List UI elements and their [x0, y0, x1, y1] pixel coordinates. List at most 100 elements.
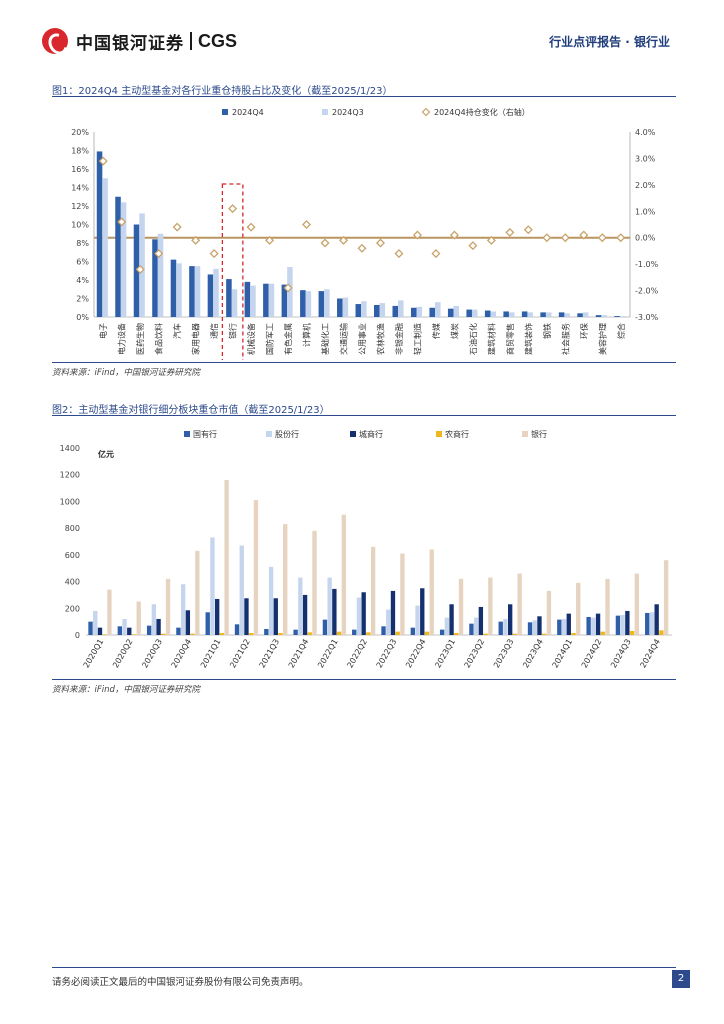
legend-label: 城商行 — [359, 429, 383, 439]
y-tick-label: 800 — [65, 524, 80, 533]
bar-2024q3 — [213, 268, 219, 317]
bar-rural — [629, 630, 635, 635]
quarter-label: 2022Q3 — [375, 638, 399, 670]
change-marker — [209, 249, 219, 259]
y-tick-label: 200 — [65, 604, 80, 613]
category-label: 家用电器 — [191, 323, 201, 355]
bar-2024q4 — [133, 224, 140, 317]
bar-city — [654, 604, 659, 635]
bar-rural — [278, 632, 283, 635]
figure1-bottom-rule — [52, 362, 676, 363]
change-marker — [394, 249, 404, 259]
bar-state — [176, 627, 181, 635]
bar-city — [420, 588, 425, 635]
bar-rural — [395, 631, 400, 635]
bar-joint — [532, 620, 537, 635]
bar-2024q3 — [231, 289, 238, 317]
quarter-label: 2021Q4 — [287, 638, 311, 670]
bar-city — [156, 618, 161, 635]
bar-joint — [386, 609, 391, 635]
bar-2024q3 — [120, 202, 127, 317]
y-axis-unit: 亿元 — [98, 449, 114, 459]
legend-label: 银行 — [531, 429, 547, 439]
bar-2024q4 — [226, 279, 232, 317]
bar-2024q3 — [398, 300, 404, 317]
right-tick-label: 4.0% — [635, 128, 656, 137]
bar-city — [449, 604, 454, 635]
y-tick-label: 600 — [65, 551, 80, 560]
bar-state — [557, 619, 562, 635]
bar-2024q3 — [361, 301, 367, 317]
category-label: 有色金属 — [283, 323, 293, 355]
bar-state — [469, 623, 474, 635]
category-label: 石油石化 — [468, 323, 478, 355]
bar-joint — [444, 617, 450, 635]
bar-joint — [93, 610, 98, 635]
category-label: 医药生物 — [135, 323, 145, 355]
bar-2024q4 — [558, 312, 565, 317]
bar-2024q3 — [471, 309, 478, 317]
bar-2024q4 — [300, 290, 306, 317]
category-label: 环保 — [579, 323, 589, 339]
bar-2024q4 — [337, 298, 343, 317]
brand-logo-icon — [42, 28, 68, 54]
footer-disclaimer: 请务必阅读正文最后的中国银河证券股份有限公司免责声明。 — [52, 977, 309, 988]
legend-label-2024q3: 2024Q3 — [332, 108, 364, 117]
bar-2024q3 — [102, 178, 108, 317]
category-label: 电力设备 — [117, 323, 127, 355]
bar-joint — [415, 605, 420, 635]
bar-state — [439, 629, 445, 635]
y-tick-label: 1000 — [60, 497, 80, 506]
left-tick-label: 20% — [71, 128, 89, 137]
bar-rural — [424, 631, 430, 635]
change-marker — [302, 219, 312, 230]
bar-rural — [102, 634, 107, 635]
bar-2024q3 — [324, 289, 330, 317]
legend-label-2024q4: 2024Q4 — [232, 108, 264, 117]
bar-bank — [634, 573, 639, 635]
y-tick-label: 400 — [65, 578, 80, 587]
page-number: 2 — [672, 970, 690, 988]
brand-name-en: CGS — [198, 30, 238, 51]
figure1-chart: 0% 2% 4% 6% 8% 10% 12% 14% 16% 18% 20% -3.0% -2.0% -1… — [71, 107, 659, 360]
legend-label-change: 2024Q4持仓变化（右轴） — [434, 107, 530, 117]
bar-2024q3 — [176, 263, 182, 317]
bar-rural — [454, 632, 459, 635]
bar-joint — [151, 604, 157, 635]
legend-label: 农商行 — [445, 429, 469, 439]
legend-swatch-2024q3 — [322, 109, 328, 115]
bar-rural — [542, 633, 547, 635]
category-label: 机械设备 — [246, 323, 256, 355]
bar-2024q4 — [392, 305, 399, 317]
quarter-label: 2020Q4 — [170, 638, 194, 670]
left-tick-label: 2% — [76, 295, 89, 304]
category-label: 建筑装饰 — [523, 323, 533, 355]
category-label: 电子 — [98, 323, 108, 339]
right-tick-label: 3.0% — [635, 154, 656, 163]
page-header: 中国银河证券 CGS 行业点评报告 · 银行业 — [0, 0, 724, 80]
bar-2024q3 — [582, 312, 589, 317]
change-marker — [505, 227, 515, 237]
bar-bank — [224, 480, 229, 635]
quarter-label: 2023Q4 — [521, 638, 545, 670]
figure2-bottom-rule — [52, 679, 676, 680]
bar-2024q4 — [447, 308, 454, 317]
bar-2024q4 — [96, 151, 103, 317]
bar-bank — [663, 560, 669, 635]
legend-swatch — [350, 431, 356, 437]
bar-rural — [483, 633, 488, 635]
category-label: 美容护理 — [597, 323, 607, 355]
legend-swatch — [266, 431, 272, 437]
quarter-label: 2021Q2 — [228, 638, 252, 670]
bar-bank — [370, 546, 376, 635]
quarter-label: 2022Q1 — [316, 638, 340, 670]
change-marker — [468, 241, 478, 251]
bar-city — [361, 592, 366, 635]
category-label: 建筑材料 — [486, 323, 496, 355]
change-marker — [172, 222, 182, 232]
quarter-label: 2024Q3 — [609, 638, 633, 670]
bar-2024q3 — [250, 285, 256, 317]
bar-rural — [366, 632, 371, 635]
bar-2024q3 — [435, 302, 441, 317]
